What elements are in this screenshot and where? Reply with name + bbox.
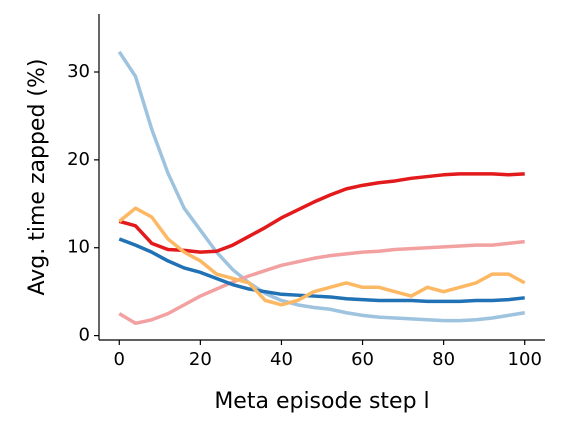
x-tick-label: 60	[351, 349, 374, 370]
x-tick-label: 80	[432, 349, 455, 370]
y-tick-label: 20	[67, 149, 90, 170]
series-line	[117, 50, 526, 323]
y-tick-label: 10	[67, 237, 90, 258]
y-axis-label: Avg. time zapped (%)	[25, 59, 50, 296]
x-axis-label: Meta episode step l	[214, 389, 429, 414]
x-tick-label: 20	[189, 349, 212, 370]
y-tick-label: 30	[67, 61, 90, 82]
series-line	[118, 172, 525, 254]
series-line	[118, 206, 526, 307]
series-line	[118, 237, 525, 304]
x-tick-label: 40	[270, 349, 293, 370]
x-tick-label: 0	[114, 349, 125, 370]
series-line	[118, 239, 525, 326]
x-tick-label: 100	[508, 349, 542, 370]
y-tick-label: 0	[79, 325, 90, 346]
